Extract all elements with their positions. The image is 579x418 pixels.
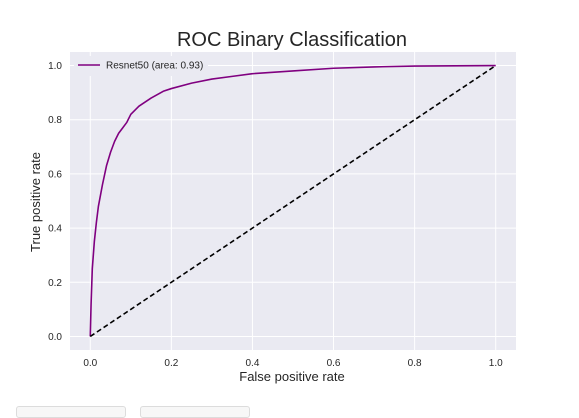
bottom-tab-left[interactable] bbox=[16, 406, 126, 418]
grid-lines bbox=[70, 52, 516, 350]
y-tick-label: 0.6 bbox=[48, 169, 62, 180]
y-tick-label: 0.4 bbox=[48, 224, 62, 235]
x-tick-label: 0.4 bbox=[246, 358, 260, 369]
series-line-resnet50 bbox=[89, 64, 496, 337]
y-tick-label: 0.8 bbox=[48, 115, 62, 126]
x-tick-label: 1.0 bbox=[489, 358, 503, 369]
chance-diagonal-line bbox=[89, 64, 497, 338]
x-tick-label: 0.2 bbox=[164, 358, 178, 369]
y-tick-label: 0.2 bbox=[48, 278, 62, 289]
legend: Resnet50 (area: 0.93) bbox=[74, 56, 208, 76]
x-tick-label: 0.6 bbox=[327, 358, 341, 369]
x-axis-label: False positive rate bbox=[239, 369, 345, 384]
y-axis-label: True positive rate bbox=[28, 152, 43, 252]
y-tick-label: 1.0 bbox=[48, 61, 62, 72]
legend-entry-resnet50: Resnet50 (area: 0.93) bbox=[106, 61, 203, 72]
y-tick-labels: 0.0 0.2 0.4 0.6 0.8 1.0 bbox=[48, 61, 62, 343]
x-tick-labels: 0.0 0.2 0.4 0.6 0.8 1.0 bbox=[83, 358, 503, 369]
series-group bbox=[89, 64, 497, 338]
x-tick-label: 0.0 bbox=[83, 358, 97, 369]
x-tick-label: 0.8 bbox=[408, 358, 422, 369]
y-tick-label: 0.0 bbox=[48, 332, 62, 343]
bottom-tab-right[interactable] bbox=[140, 406, 250, 418]
chart-title: ROC Binary Classification bbox=[177, 29, 407, 51]
legend-box bbox=[74, 56, 208, 76]
